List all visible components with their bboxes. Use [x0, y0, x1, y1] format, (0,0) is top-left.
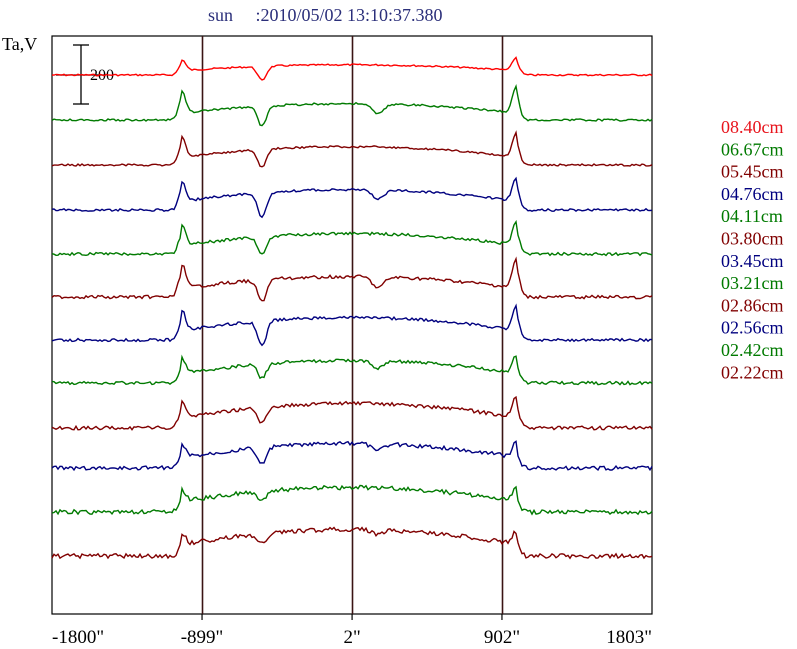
series-line-02-22cm — [51, 526, 653, 560]
legend-entry-6: 03.45cm — [721, 251, 784, 271]
y-axis-label: Ta,V — [2, 34, 37, 54]
x-tick-label-2: 2" — [343, 627, 360, 648]
legend-entry-10: 02.42cm — [721, 340, 784, 360]
legend-entry-8: 02.86cm — [721, 295, 784, 315]
series-line-04-76cm — [51, 176, 653, 219]
series-line-03-45cm — [51, 303, 653, 347]
x-tick-label-0: -1800" — [52, 627, 104, 648]
legend-entry-5: 03.80cm — [721, 229, 784, 249]
series-line-04-11cm — [51, 219, 653, 257]
chart-title: sun :2010/05/02 13:10:37.380 — [208, 5, 443, 25]
legend-entry-4: 04.11cm — [721, 206, 783, 226]
series-line-02-56cm — [51, 440, 653, 472]
legend-entry-1: 06.67cm — [721, 139, 784, 159]
series-group — [51, 56, 653, 560]
series-line-03-21cm — [51, 354, 653, 386]
series-line-03-80cm — [51, 256, 653, 302]
series-line-05-45cm — [51, 130, 653, 168]
legend-entry-9: 02.56cm — [721, 318, 784, 338]
series-line-02-86cm — [51, 395, 653, 431]
series-line-02-42cm — [51, 484, 653, 516]
legend-entry-7: 03.21cm — [721, 273, 784, 293]
legend-entry-11: 02.22cm — [721, 362, 784, 382]
x-tick-label-4: 1803" — [606, 627, 652, 648]
x-tick-label-1: -899" — [181, 627, 224, 648]
series-line-08-40cm — [51, 56, 653, 81]
series-line-06-67cm — [51, 83, 653, 127]
x-axis-ticks: -1800" -899" 2" 902" 1803" — [52, 614, 652, 648]
x-tick-label-3: 902" — [484, 627, 520, 648]
legend-entry-0: 08.40cm — [721, 117, 784, 137]
legend-entry-3: 04.76cm — [721, 184, 784, 204]
vertical-markers — [201, 36, 504, 614]
legend-entry-2: 05.45cm — [721, 162, 784, 182]
